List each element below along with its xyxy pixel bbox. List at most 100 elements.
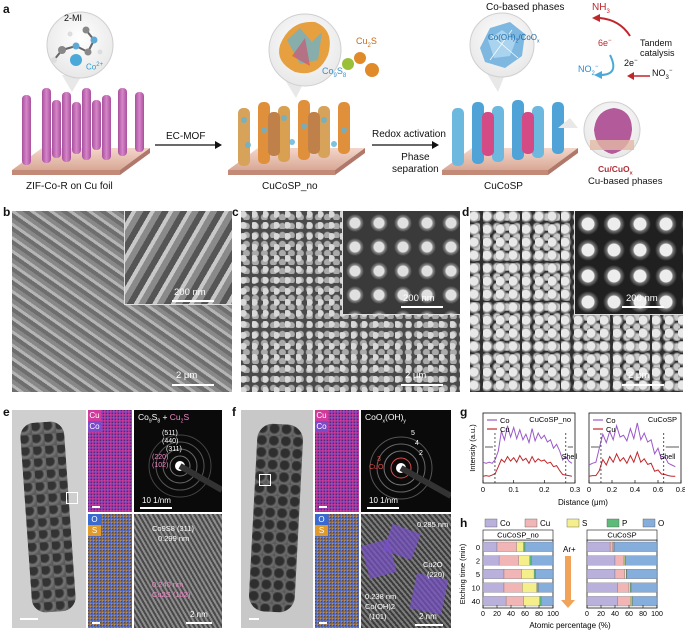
panel-label-e: e [3,405,10,419]
x-tick-label-0-3: 0.3 [570,485,580,494]
phase-separation-label: Phase separation [392,152,439,175]
bar-segment-s-0-2 [521,569,535,579]
no3-label: NO3− [652,68,673,81]
caption-zif: ZIF-Co-R on Cu foil [26,181,113,192]
bar-segment-o-0-2 [535,569,554,579]
sem-b-scale: 2 μm [176,370,198,381]
hrtem-e-label-1: Co9S8 (311) [152,524,194,533]
saed-f-ring-4: 4 [415,440,419,447]
ar-arrow-head [561,600,575,608]
bar-segment-cu-0-0 [496,541,517,552]
saed-f-ring-5: 5 [411,430,415,437]
bar-segment-cu-0-3 [503,582,523,593]
sem-d-inset-scalebar [622,306,664,308]
hrtem-image-f: 0.285 nm Cu2O (220) 0.238 nm Co(OH)2 (10… [361,514,451,628]
sem-inset-c [342,211,460,315]
bar-segment-o-1-0 [614,541,658,552]
bar-segment-p-0-4 [539,596,542,607]
saed-f-title: CoOx(OH)y [365,412,406,425]
eds-e-o-tag: O [88,514,101,525]
legend-swatch-o [642,518,656,528]
cu-phases-title: Cu-based phases [588,176,663,187]
bar-segment-co-1-2 [586,569,616,579]
x-tick-label-1-3: 0.6 [653,485,663,494]
legend-label-cu-1: Cu [606,425,616,434]
panel-label-h: h [460,516,468,530]
bar-segment-s-0-1 [518,555,531,566]
ar-arrow-shaft [565,556,571,600]
saed-rings-f [369,436,451,500]
eds-map-cu-co-f: Cu Co [315,410,359,512]
molecule-bubble [46,11,114,79]
caption-cucosp: CuCoSP [484,181,523,192]
hrtem-f-label-2: Cu2O [423,560,443,569]
y-axis-label-h: Etching time (min) [458,543,467,604]
bar-segment-cu-1-0 [609,541,614,552]
saed-rings-e [148,434,222,498]
co-ion [70,54,82,66]
saed-e-title: Co9S8 + Cu2S [138,412,190,425]
hrtem-e-scale: 2 nm [190,610,208,619]
bar-segment-cu-0-1 [498,555,519,566]
x-tick-label-0-1: 0.1 [508,485,518,494]
cu-cuox-label: Cu/CuOx [598,164,633,177]
eds-e-co-tag: Co [88,421,101,432]
bar-segment-p-0-3 [536,582,539,593]
caption-cucosp-no: CuCoSP_no [262,181,318,192]
bar-segment-co-1-3 [586,582,618,593]
bar-segment-cu-0-4 [505,596,524,607]
two-electron-label: 2e− [624,58,638,68]
x-tick-label-h-0-4: 80 [535,611,543,618]
2mi-label: 2-MI [64,13,82,23]
sem-image-b: 200 nm 2 μm [12,211,232,392]
hrtem-f-label-4: 0.238 nm [365,592,397,601]
saed-pattern-e: Co9S8 + Cu2S (511) (440) (311) (220) (10… [134,410,222,512]
hrtem-e-label-4: Cu2S (102) [152,590,191,599]
plot-frame-0 [482,412,576,484]
legend-swatch-co [484,518,498,528]
zif-pillars [22,88,144,165]
bar-segment-co-0-1 [482,555,500,566]
y-tick-label-0: 0 [476,543,480,552]
shell-label-1: Shell [660,454,676,461]
line-series-cu-1 [588,450,676,477]
saed-f-ring-2: 2 [419,450,423,457]
panel-label-f: f [232,405,236,419]
bar-segment-o-0-0 [524,541,554,552]
bar-segment-co-1-1 [586,555,616,566]
bar-segment-cu-0-2 [503,569,522,579]
bar-segment-co-1-4 [586,596,618,607]
bar-segment-p-0-0 [523,541,526,552]
x-tick-label-0-0: 0 [481,485,485,494]
ar-arrow-label: Ar+ [563,545,576,554]
eds-f-s-tag: S [315,525,328,536]
panel-label-g: g [460,405,468,419]
panel-label-c: c [232,205,239,219]
bar-segment-cu-1-4 [617,596,631,607]
bar-segment-o-0-1 [531,555,554,566]
bar-segment-o-0-3 [538,582,554,593]
legend-label-co-1: Co [606,416,616,425]
x-tick-label-0-2: 0.2 [539,485,549,494]
sem-c-inset-scale: 200 nm [403,293,435,304]
sem-image-c: 200 nm 2 μm [241,211,460,392]
bar-segment-s-0-0 [516,541,524,552]
sem-image-d: 200 nm 2 μm [470,211,683,392]
x-tick-label-h-0-0: 0 [481,611,485,618]
x-tick-label-1-0: 0 [587,485,591,494]
saed-e-ring-220: (220) [152,454,169,461]
saed-pattern-f: CoOx(OH)y 5 4 2 3 CuO 10 1/nm [361,410,451,512]
x-tick-label-h-1-0: 0 [585,611,589,618]
bar-segment-o-0-4 [540,596,554,607]
sem-inset-b [124,211,232,305]
plot-title-box-h-0 [482,529,554,541]
cooh-label: Co(OH)2/CoOx [488,33,540,45]
chart-title-h-0: CuCoSP_no [497,531,539,540]
legend-swatch-p [606,518,620,528]
saed-e-ring-102: (102) [152,462,169,469]
legend-label-co: Co [500,519,511,528]
bar-segment-p-0-1 [529,555,532,566]
x-tick-label-1-4: 0.8 [676,485,685,494]
line-series-cu-0 [482,454,572,477]
